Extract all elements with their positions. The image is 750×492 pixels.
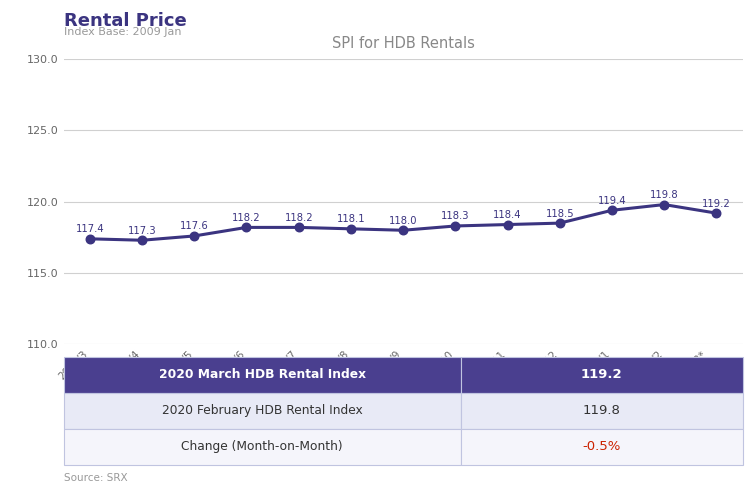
Text: 117.6: 117.6 [180,221,209,231]
Point [241,223,253,231]
Text: 2020 March HDB Rental Index: 2020 March HDB Rental Index [159,368,366,381]
Text: 119.8: 119.8 [583,404,620,417]
Text: Source: SRX: Source: SRX [64,473,128,483]
Title: SPI for HDB Rentals: SPI for HDB Rentals [332,36,475,51]
Text: 117.3: 117.3 [128,226,157,236]
Text: 119.2: 119.2 [580,368,622,381]
Text: 118.5: 118.5 [545,209,574,218]
Text: 118.2: 118.2 [232,213,261,223]
Text: Rental Price: Rental Price [64,12,187,31]
Text: Index Base: 2009 Jan: Index Base: 2009 Jan [64,27,182,37]
Text: Change (Month-on-Month): Change (Month-on-Month) [182,440,343,454]
Text: 118.0: 118.0 [389,215,418,226]
Text: -0.5%: -0.5% [583,440,621,454]
Point [554,219,566,227]
Point [345,225,357,233]
Point [710,209,722,217]
Point [188,232,200,240]
Text: 118.4: 118.4 [494,210,522,220]
Text: 2020 February HDB Rental Index: 2020 February HDB Rental Index [162,404,363,417]
Point [449,222,461,230]
Point [84,235,96,243]
Point [502,220,514,228]
Text: 119.4: 119.4 [598,196,626,206]
Text: 119.2: 119.2 [702,199,730,209]
Point [398,226,410,234]
Point [606,206,618,214]
Text: 118.2: 118.2 [284,213,313,223]
Point [292,223,304,231]
Point [658,201,670,209]
Text: 118.1: 118.1 [337,214,365,224]
Text: 117.4: 117.4 [76,224,104,234]
Point [136,236,148,244]
Text: 118.3: 118.3 [441,212,470,221]
Text: 119.8: 119.8 [650,190,679,200]
